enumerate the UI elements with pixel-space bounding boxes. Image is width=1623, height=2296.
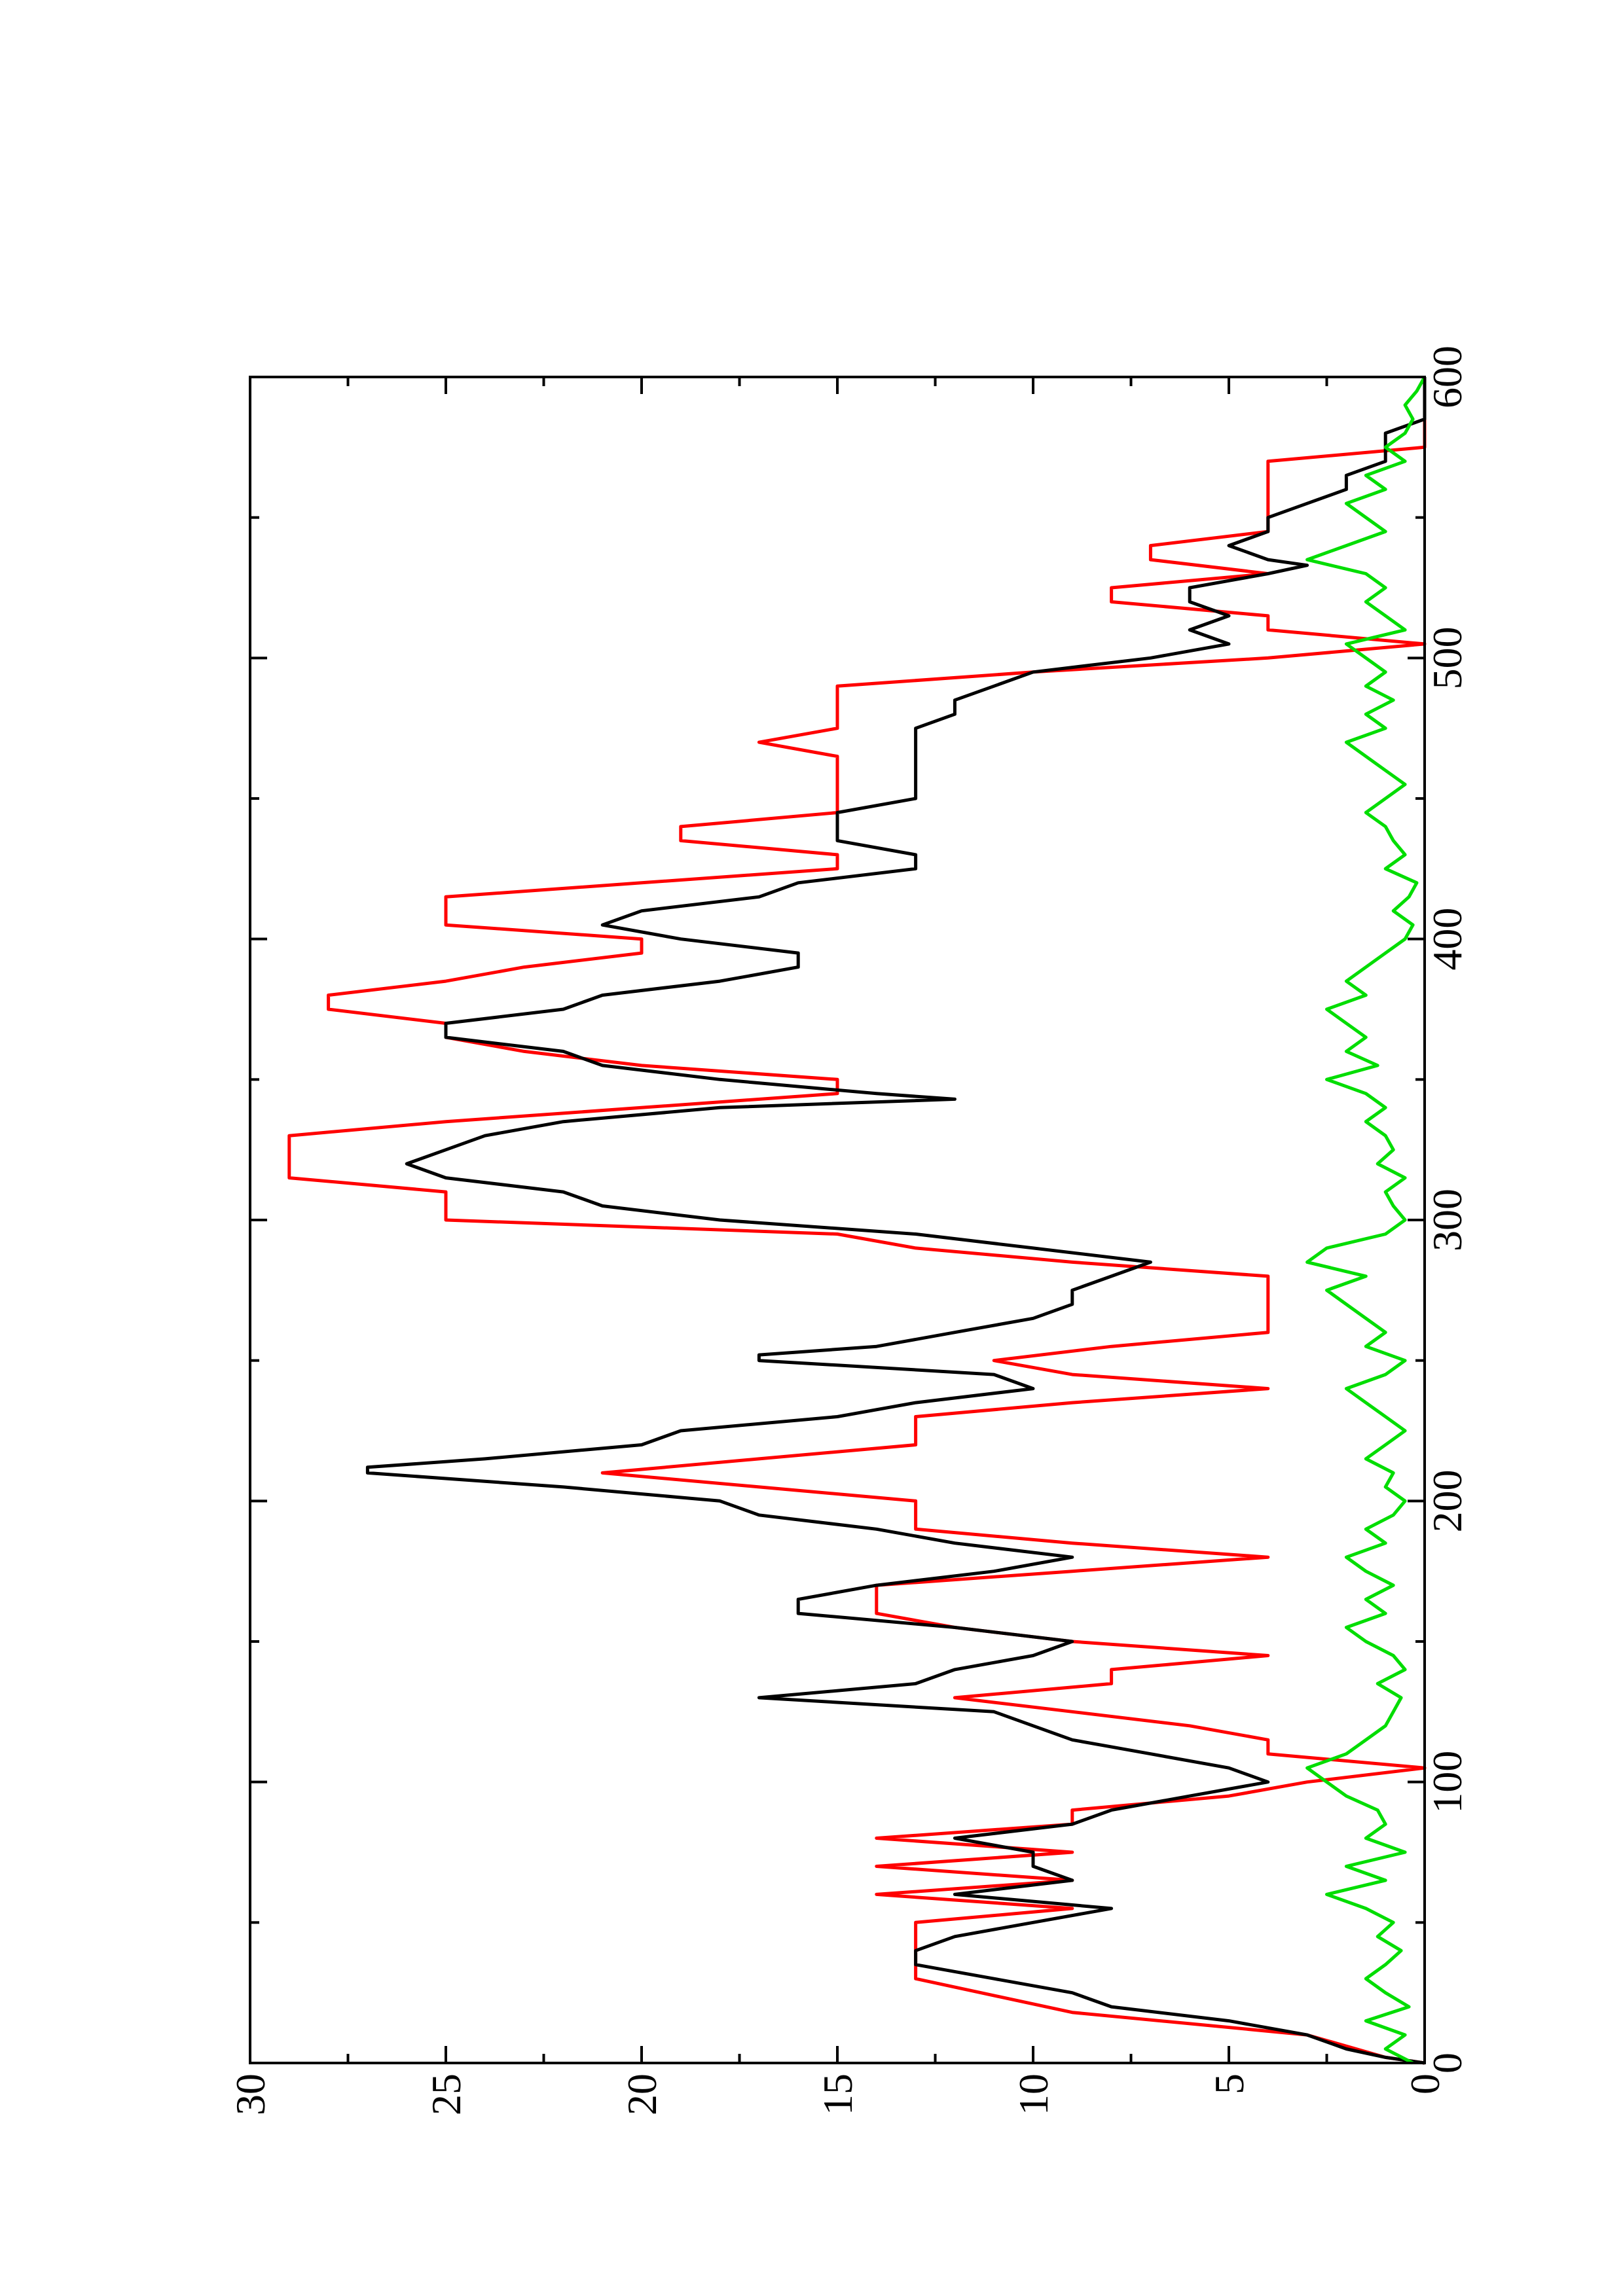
series-line-1	[287, 377, 1427, 2065]
series-line-2	[365, 377, 1427, 2065]
x-tick-label: 500	[1424, 626, 1470, 689]
y-tick-label: 15	[814, 2073, 861, 2115]
x-tick-label: 100	[1424, 1751, 1470, 1814]
y-tick-label: 5	[1206, 2073, 1252, 2094]
x-tick-label: 300	[1424, 1189, 1470, 1251]
series-layer	[287, 376, 1427, 2065]
x-tick-label: 200	[1424, 1469, 1470, 1532]
y-tick-label: 20	[619, 2073, 665, 2115]
x-tick-label: 400	[1424, 908, 1470, 971]
y-tick-label: 30	[227, 2073, 274, 2115]
y-tick-label: 0	[1402, 2073, 1448, 2094]
axes-layer: 0 100 200 300 400 500 600 0 5 10 15 20 25 30	[227, 346, 1470, 2115]
y-tick-label: 25	[423, 2073, 469, 2115]
x-tick-label: 0	[1424, 2053, 1470, 2073]
series-line-3	[1305, 376, 1427, 2065]
y-tick-label: 10	[1010, 2073, 1057, 2115]
x-tick-label: 600	[1424, 346, 1470, 408]
